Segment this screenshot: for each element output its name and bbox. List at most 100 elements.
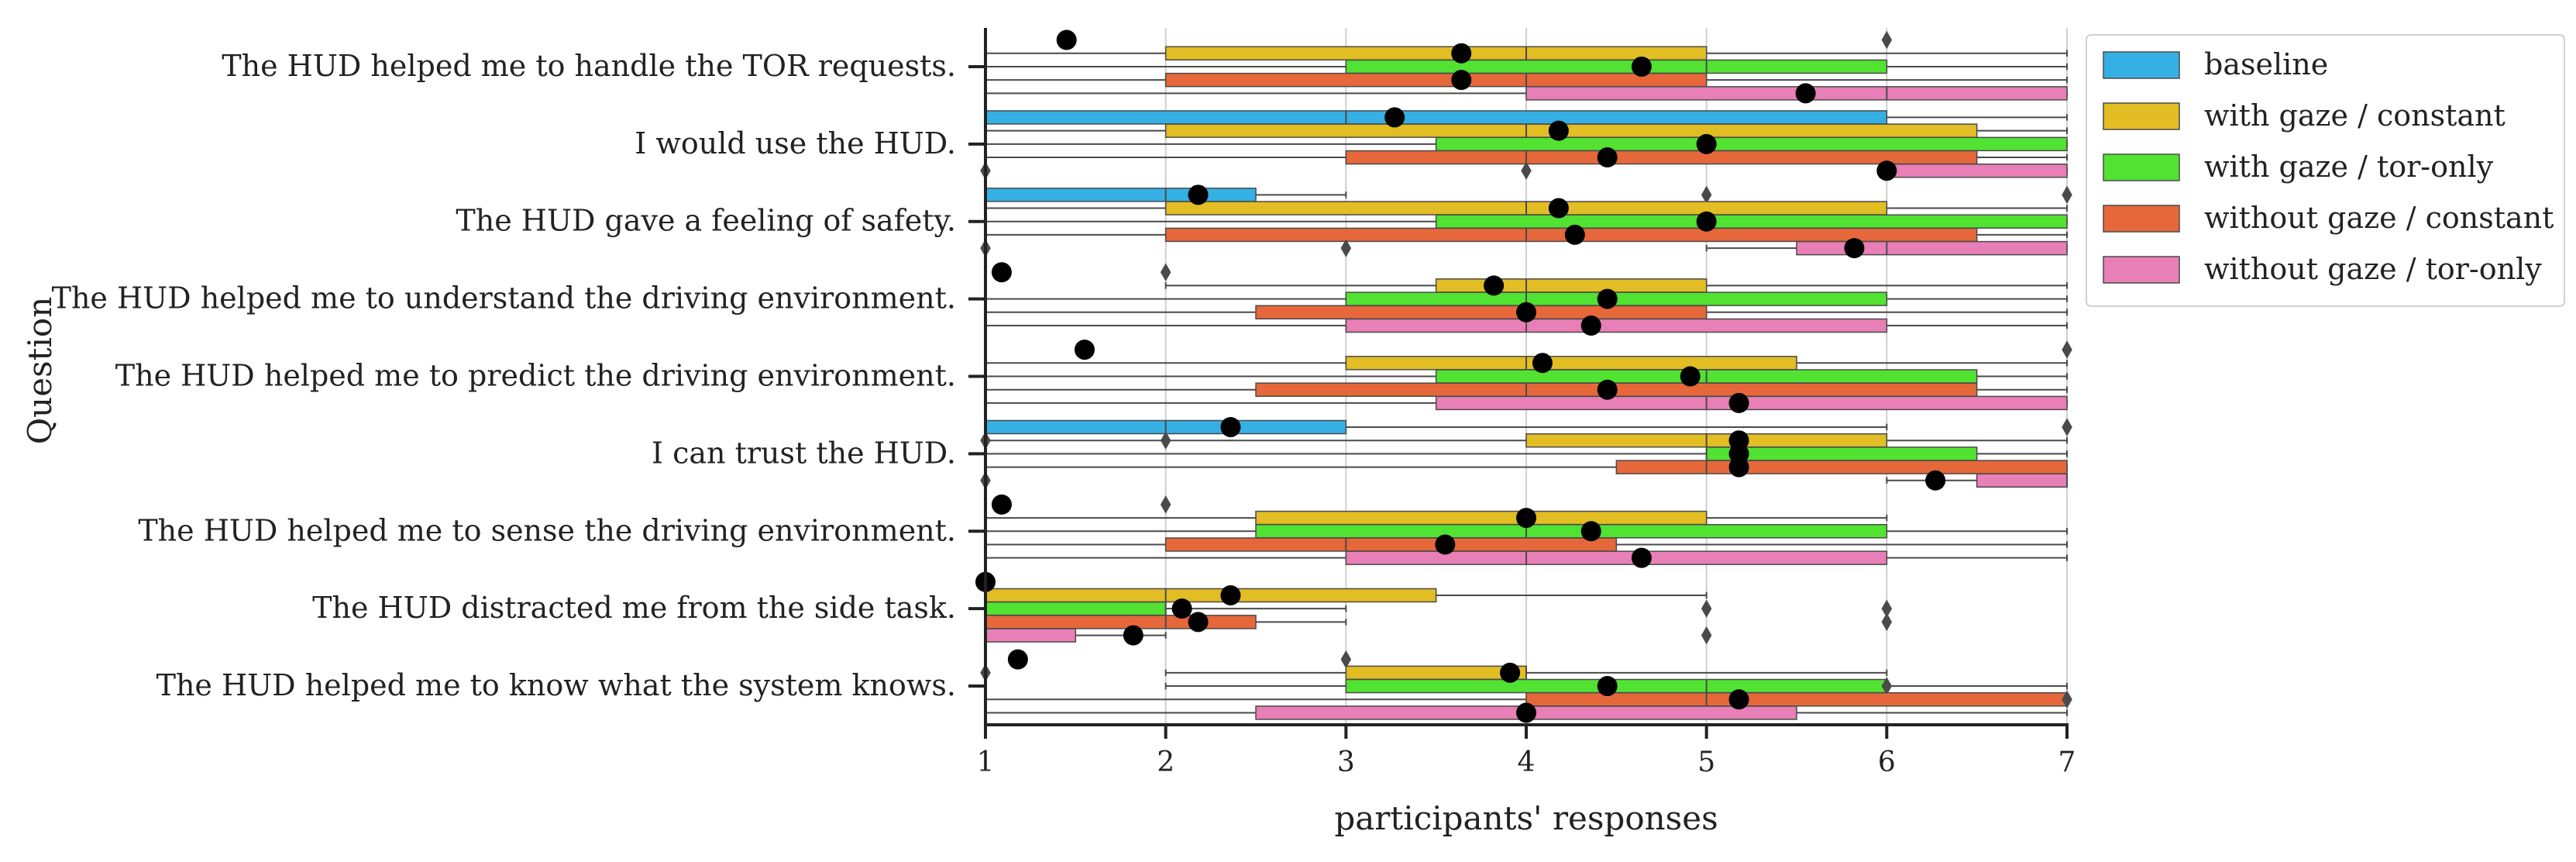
- x-tick-label-5: 5: [1697, 746, 1715, 778]
- q4-s1-outlier-1: [1160, 263, 1171, 281]
- q3-s1-outlier-1: [1701, 185, 1712, 205]
- question-label-7: The HUD helped me to sense the driving e…: [138, 513, 956, 547]
- question-label-6: I can trust the HUD.: [652, 436, 956, 470]
- q7-s2-box: [1255, 510, 1708, 526]
- q3-s4-mean-marker: [1564, 224, 1585, 245]
- q9-s4-outlier-1: [2062, 690, 2072, 709]
- legend-swatch-1: [2103, 51, 2180, 79]
- q8-s5-outlier-1: [1701, 626, 1712, 645]
- q4-s4-box: [1255, 305, 1708, 320]
- q8-s5-box: [985, 628, 1077, 643]
- q9-s3-outlier-1: [1881, 677, 1893, 695]
- x-axis-label: participants' responses: [1334, 799, 1718, 837]
- q1-s1-outlier-1: [1881, 30, 1893, 50]
- legend-swatch-2: [2103, 102, 2180, 130]
- q7-s3-box: [1255, 524, 1888, 539]
- q5-s4-mean-marker: [1597, 379, 1618, 400]
- question-label-1: The HUD helped me to handle the TOR requ…: [222, 49, 956, 83]
- q5-s1-outlier-1: [2062, 340, 2072, 359]
- x-tick-label-6: 6: [1878, 746, 1896, 778]
- legend-label-4: without gaze / constant: [2204, 201, 2554, 235]
- question-labels: The HUD helped me to handle the TOR requ…: [52, 49, 956, 702]
- question-label-5: The HUD helped me to predict the driving…: [115, 359, 956, 393]
- q8-s5-mean-marker: [1123, 625, 1144, 646]
- q9-s3-mean-marker: [1597, 676, 1618, 697]
- q2-s3-box: [1435, 136, 2068, 152]
- question-label-3: The HUD gave a feeling of safety.: [456, 204, 956, 238]
- q6-s1-outlier-1: [2062, 418, 2072, 436]
- q9-s1-mean-marker: [1007, 649, 1028, 670]
- q4-s5-mean-marker: [1580, 315, 1601, 336]
- q2-s5-outlier-2: [1521, 161, 1532, 180]
- q6-s2-outlier-2: [1160, 431, 1171, 450]
- q9-s2-box: [1345, 665, 1527, 681]
- q8-s3-mean-marker: [1171, 598, 1192, 619]
- q2-s5-mean-marker: [1876, 160, 1897, 181]
- q8-s3-outlier-2: [1881, 599, 1893, 618]
- legend-label-3: with gaze / tor-only: [2204, 150, 2494, 184]
- x-tick-label-3: 3: [1337, 746, 1355, 778]
- q7-s4-mean-marker: [1435, 534, 1456, 555]
- q6-s1-mean-marker: [1220, 416, 1241, 437]
- q6-s5-box: [1976, 473, 2068, 488]
- legend: baseline with gaze / constant with gaze / …: [2086, 34, 2565, 307]
- q8-s2-box: [985, 588, 1437, 603]
- x-tick-label-4: 4: [1518, 746, 1536, 778]
- q3-s5-mean-marker: [1844, 238, 1865, 259]
- q8-s4-outlier-1: [1881, 612, 1893, 632]
- mean-markers: [975, 29, 1946, 723]
- q9-s2-mean-marker: [1500, 662, 1521, 683]
- q8-s3-box: [985, 601, 1167, 616]
- q1-s1-mean-marker: [1056, 29, 1077, 50]
- q5-s5-mean-marker: [1728, 392, 1749, 413]
- q7-s2-mean-marker: [1516, 508, 1536, 529]
- legend-frame: [2086, 34, 2565, 307]
- q7-s4-box: [1164, 537, 1618, 552]
- q8-s3-outlier-1: [1701, 599, 1712, 618]
- q6-s5-mean-marker: [1925, 470, 1946, 491]
- q2-s3-mean-marker: [1696, 133, 1717, 154]
- q2-s4-mean-marker: [1597, 147, 1618, 168]
- q7-s5-mean-marker: [1631, 547, 1652, 568]
- axes: 1 2 3 4 5 6 7: [968, 28, 2076, 778]
- q5-s2-mean-marker: [1532, 353, 1553, 374]
- q4-s2-box: [1435, 278, 1708, 293]
- q2-s1-box: [985, 110, 1888, 125]
- q4-s5-box: [1345, 318, 1888, 333]
- q6-s4-box: [1615, 460, 2068, 474]
- q1-s5-mean-marker: [1795, 83, 1816, 104]
- q7-s1-outlier-1: [1160, 495, 1171, 514]
- legend-label-2: with gaze / constant: [2204, 98, 2505, 133]
- legend-swatch-3: [2103, 153, 2180, 181]
- q1-s4-box: [1164, 72, 1708, 88]
- q2-s1-mean-marker: [1384, 107, 1405, 128]
- legend-label-5: without gaze / tor-only: [2204, 252, 2542, 286]
- q8-s4-box: [985, 615, 1257, 629]
- q9-s1-outlier-1: [1340, 650, 1352, 669]
- q2-s2-box: [1164, 123, 1978, 138]
- q3-s1-box: [985, 188, 1257, 202]
- legend-swatch-5: [2103, 256, 2180, 284]
- q3-s3-mean-marker: [1696, 211, 1717, 232]
- q1-s2-box: [1164, 46, 1708, 60]
- x-tick-label-1: 1: [977, 746, 995, 778]
- q1-s3-box: [1345, 59, 1888, 74]
- q3-s5-outlier-2: [1340, 239, 1352, 257]
- q7-s1-mean-marker: [991, 494, 1012, 515]
- q3-s5-box: [1796, 240, 2068, 256]
- question-label-2: I would use the HUD.: [635, 126, 956, 160]
- legend-label-1: baseline: [2204, 47, 2328, 81]
- q1-s2-mean-marker: [1451, 43, 1472, 64]
- legend-swatch-4: [2103, 205, 2180, 233]
- q4-s4-mean-marker: [1516, 302, 1536, 322]
- question-label-4: The HUD helped me to understand the driv…: [52, 281, 956, 315]
- q2-s5-box: [1886, 163, 2068, 178]
- q5-s2-box: [1345, 356, 1797, 371]
- q1-s4-mean-marker: [1451, 70, 1472, 91]
- question-label-9: The HUD helped me to know what the syste…: [156, 668, 956, 702]
- q7-s3-mean-marker: [1580, 521, 1601, 542]
- q6-s4-mean-marker: [1728, 457, 1749, 478]
- q5-s5-box: [1435, 395, 2068, 411]
- q2-s2-mean-marker: [1548, 120, 1569, 141]
